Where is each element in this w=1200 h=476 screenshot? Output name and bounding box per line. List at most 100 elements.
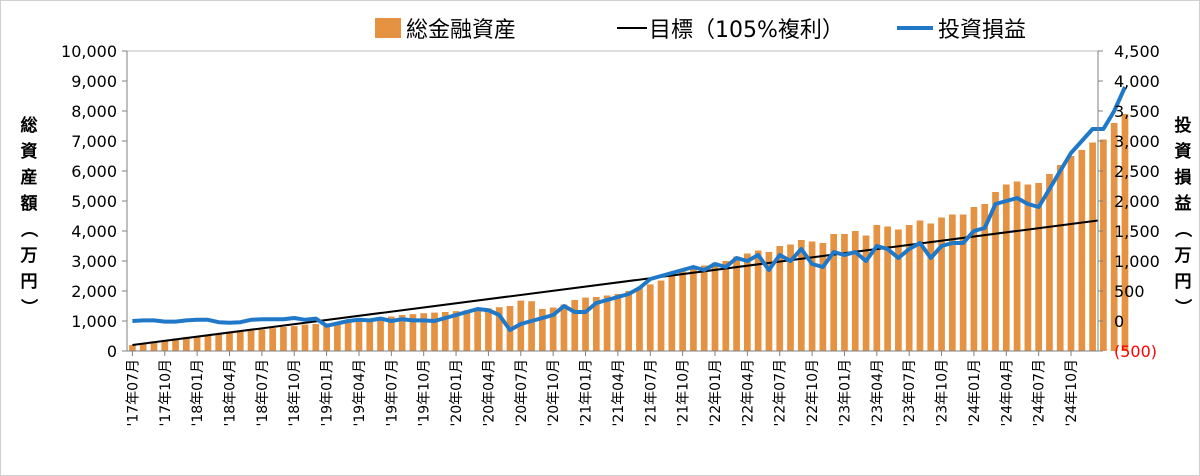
y-left-tick-label: 9,000 <box>71 72 117 91</box>
bar-total-assets <box>485 308 492 351</box>
bar-total-assets <box>161 339 169 351</box>
bar-total-assets <box>355 321 363 351</box>
bar-total-assets <box>690 268 697 351</box>
x-tick-label: '22年10月 <box>805 359 821 426</box>
bar-total-assets <box>841 234 848 351</box>
bar-total-assets <box>646 284 654 351</box>
y-right-title-char: 投 <box>1175 115 1192 136</box>
bar-total-assets <box>129 345 136 351</box>
x-tick-label: '20年07月 <box>514 359 530 426</box>
bar-total-assets <box>344 321 352 351</box>
bar-total-assets <box>301 324 309 351</box>
bar-total-assets <box>441 312 449 351</box>
x-tick-label: '19年07月 <box>384 359 400 426</box>
bar-total-assets <box>668 276 676 351</box>
legend-swatch-bar <box>375 18 401 38</box>
bar-total-assets <box>334 322 341 351</box>
y-left-title-char: ） <box>18 299 39 316</box>
bar-total-assets <box>182 336 190 351</box>
bar-total-assets <box>409 314 417 351</box>
x-tick-label: '23年10月 <box>935 359 951 426</box>
bar-total-assets <box>754 250 762 351</box>
y-left-tick-label: 2,000 <box>71 282 117 301</box>
bar-total-assets <box>1121 114 1129 351</box>
x-tick-label: '19年10月 <box>417 359 433 426</box>
y-right-title-char: 益 <box>1175 193 1192 214</box>
y-right-tick-label: 2,500 <box>1114 162 1160 181</box>
line-series-layer <box>132 86 1127 346</box>
x-tick-label: '21年04月 <box>611 359 627 426</box>
bar-total-assets <box>1046 174 1053 351</box>
x-tick-label: '23年04月 <box>870 359 886 426</box>
bar-total-assets <box>1100 139 1107 351</box>
bar-total-assets <box>657 280 665 351</box>
x-tick-label: '22年01月 <box>708 359 724 426</box>
bar-total-assets <box>172 338 179 351</box>
bar-total-assets <box>916 220 924 351</box>
x-tick-label: '17年10月 <box>158 359 174 426</box>
y-right-tick-label: (500) <box>1114 342 1157 361</box>
bar-total-assets <box>614 294 622 351</box>
bar-total-assets <box>560 304 568 351</box>
bar-total-assets <box>700 265 708 351</box>
bar-total-assets <box>787 244 794 351</box>
bar-total-assets <box>571 300 579 351</box>
bar-total-assets <box>884 226 891 351</box>
y-left-title-char: 円 <box>21 272 38 292</box>
legend: 総金融資産 目標（105%複利） 投資損益 <box>375 18 1026 43</box>
bar-total-assets <box>1013 181 1021 351</box>
bar-series-layer <box>129 114 1129 351</box>
bar-total-assets <box>862 235 870 351</box>
y-right-title-char: 資 <box>1175 142 1192 162</box>
y-right-tick-label: 3,500 <box>1114 102 1160 121</box>
bar-total-assets <box>808 241 816 351</box>
y-left-title-char: 総 <box>21 115 38 136</box>
bar-total-assets <box>215 333 223 351</box>
bar-total-assets <box>323 323 330 351</box>
bar-total-assets <box>1035 183 1043 351</box>
y-right-title-char: ） <box>1172 299 1193 316</box>
y-left-tick-label: 5,000 <box>71 192 117 211</box>
y-right-tick-label: 0 <box>1114 312 1124 331</box>
bar-total-assets <box>938 217 945 351</box>
y-right-title-char: （ <box>1172 221 1193 238</box>
x-tick-label: '24年10月 <box>1064 359 1080 426</box>
bar-total-assets <box>387 316 395 351</box>
bar-total-assets <box>711 262 719 351</box>
bar-total-assets <box>1067 156 1075 351</box>
x-tick-label: '21年10月 <box>676 359 692 426</box>
bar-total-assets <box>377 318 384 351</box>
legend-label-pnl: 投資損益 <box>938 18 1026 43</box>
bar-total-assets <box>992 192 999 351</box>
bar-total-assets <box>636 288 643 351</box>
y-left-tick-label: 3,000 <box>71 252 117 271</box>
bar-total-assets <box>765 252 773 351</box>
bar-total-assets <box>463 310 471 351</box>
bar-total-assets <box>258 329 266 351</box>
bar-total-assets <box>1024 184 1032 351</box>
y-left-tick-label: 7,000 <box>71 132 117 151</box>
bar-total-assets <box>193 336 201 351</box>
bar-total-assets <box>495 307 503 351</box>
legend-label-target: 目標（105%複利） <box>649 18 844 43</box>
y-right-tick-label: 1,500 <box>1114 222 1160 241</box>
y-right-tick-label: 4,500 <box>1114 42 1160 61</box>
x-tick-label: '21年01月 <box>579 359 595 426</box>
y-right-title-char: 万 <box>1174 246 1192 266</box>
bar-total-assets <box>981 204 989 351</box>
bar-total-assets <box>280 327 287 351</box>
bar-total-assets <box>1056 165 1064 351</box>
line-investment-pnl <box>132 86 1127 332</box>
y-right-title-char: 損 <box>1175 167 1193 188</box>
x-tick-label: '19年01月 <box>320 359 336 426</box>
bar-total-assets <box>226 332 233 351</box>
bar-total-assets <box>474 309 481 351</box>
x-tick-label: '19年04月 <box>352 359 368 426</box>
bar-total-assets <box>722 261 730 351</box>
bar-total-assets <box>312 324 320 351</box>
y-right-tick-label: 3,000 <box>1114 132 1160 151</box>
bar-total-assets <box>744 253 751 351</box>
bar-total-assets <box>592 297 600 351</box>
